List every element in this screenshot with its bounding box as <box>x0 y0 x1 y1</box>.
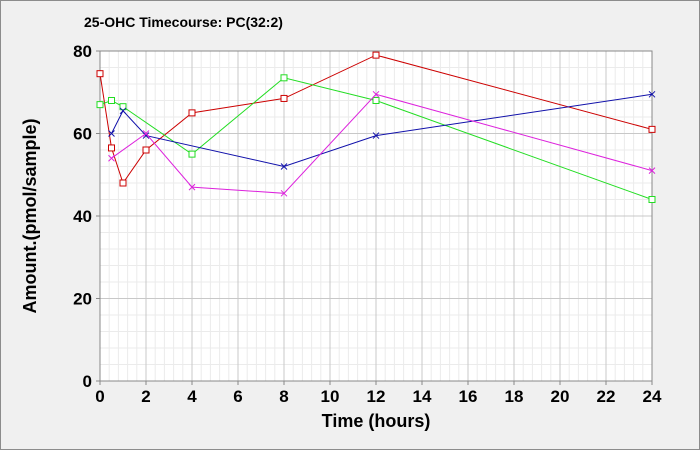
x-axis: 0 2 4 6 8 10 12 14 16 18 20 22 24 <box>95 381 662 406</box>
x-tick-label: 6 <box>233 387 242 406</box>
series-magenta-point <box>188 183 196 191</box>
x-tick-label: 12 <box>367 387 386 406</box>
series-red-point <box>108 144 115 152</box>
series-blue-point <box>119 107 127 115</box>
x-tick-label: 16 <box>459 387 478 406</box>
x-tick-label: 18 <box>505 387 524 406</box>
y-tick-label: 0 <box>83 372 92 391</box>
series-blue-point <box>108 130 115 137</box>
series-magenta-point <box>280 189 288 197</box>
series-red-line <box>99 54 653 185</box>
series-green-point <box>108 97 115 104</box>
series-red-point <box>280 94 288 102</box>
y-axis: 0 20 40 60 80 <box>73 42 100 391</box>
x-tick-label: 0 <box>95 387 104 406</box>
x-tick-label: 20 <box>551 387 570 406</box>
series-magenta-point <box>372 90 380 98</box>
x-tick-label: 10 <box>321 387 340 406</box>
series-layer <box>96 51 656 203</box>
series-green-point <box>372 97 380 104</box>
series-red-point <box>96 70 104 78</box>
series-red-point <box>188 109 196 117</box>
series-blue-line <box>111 93 653 168</box>
y-tick-label: 20 <box>73 290 92 309</box>
y-tick-label: 80 <box>73 42 92 61</box>
series-blue-point <box>648 90 656 98</box>
series-magenta-point <box>142 130 150 137</box>
series-green-point <box>648 196 656 203</box>
y-tick-label: 40 <box>73 207 92 226</box>
x-tick-label: 8 <box>279 387 288 406</box>
series-green-point <box>96 101 104 109</box>
series-red <box>96 51 656 187</box>
series-red-point <box>648 125 656 133</box>
x-axis-label: Time (hours) <box>322 411 431 431</box>
series-magenta-point <box>108 154 115 162</box>
y-axis-label: Amount.(pmol/sample) <box>20 118 40 313</box>
series-red-point <box>142 146 150 154</box>
y-tick-label: 60 <box>73 125 92 144</box>
series-red-point <box>119 179 127 187</box>
x-tick-label: 4 <box>187 387 197 406</box>
series-magenta-line <box>111 93 653 194</box>
series-green-point <box>188 150 196 158</box>
series-green-point <box>119 103 127 111</box>
series-green <box>96 74 656 203</box>
series-blue-point <box>280 163 288 170</box>
series-red-point <box>372 51 380 59</box>
x-tick-label: 2 <box>141 387 150 406</box>
series-blue <box>108 90 656 170</box>
x-tick-label: 24 <box>643 387 662 406</box>
chart-title: 25-OHC Timecourse: PC(32:2) <box>84 14 283 30</box>
series-blue-point <box>372 132 380 139</box>
x-tick-label: 14 <box>413 387 432 406</box>
series-green-point <box>280 74 288 82</box>
x-tick-label: 22 <box>597 387 616 406</box>
series-magenta <box>108 90 656 197</box>
series-blue-point <box>142 132 150 139</box>
series-magenta-point <box>648 167 656 174</box>
